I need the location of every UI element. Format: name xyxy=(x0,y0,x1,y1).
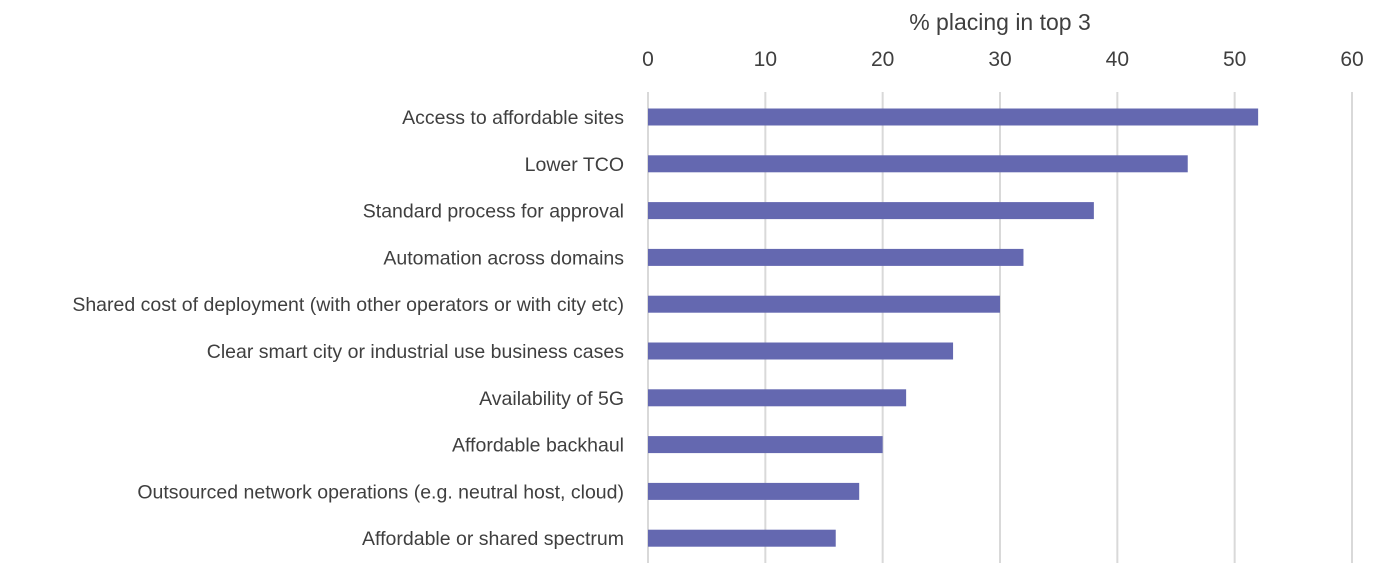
category-label: Standard process for approval xyxy=(363,201,624,223)
x-tick-label: 0 xyxy=(642,48,654,71)
bar xyxy=(648,202,1094,220)
category-label: Lower TCO xyxy=(525,154,624,176)
bar xyxy=(648,155,1188,173)
bar xyxy=(648,482,860,500)
x-tick-label: 40 xyxy=(1106,48,1129,71)
bars xyxy=(648,108,1259,547)
category-label: Shared cost of deployment (with other op… xyxy=(72,294,624,316)
x-axis-ticks: 0 10 20 30 40 50 60 xyxy=(642,48,1364,71)
x-axis-title: % placing in top 3 xyxy=(909,9,1091,35)
bar xyxy=(648,389,907,407)
bar xyxy=(648,529,836,547)
bar xyxy=(648,436,883,454)
category-label: Outsourced network operations (e.g. neut… xyxy=(137,481,624,503)
bar xyxy=(648,295,1000,313)
bar xyxy=(648,108,1259,126)
x-tick-label: 20 xyxy=(871,48,894,71)
x-tick-label: 10 xyxy=(754,48,777,71)
category-label: Affordable backhaul xyxy=(452,435,624,457)
category-labels: Access to affordable sites Lower TCO Stand… xyxy=(72,107,624,550)
x-tick-label: 30 xyxy=(988,48,1011,71)
category-label: Automation across domains xyxy=(383,247,624,269)
category-label: Availability of 5G xyxy=(479,388,624,410)
category-label: Clear smart city or industrial use busin… xyxy=(207,341,624,363)
category-label: Access to affordable sites xyxy=(402,107,624,129)
x-tick-label: 60 xyxy=(1340,48,1363,71)
x-tick-label: 50 xyxy=(1223,48,1246,71)
bar xyxy=(648,342,954,360)
bar xyxy=(648,248,1024,266)
category-label: Affordable or shared spectrum xyxy=(362,528,624,550)
